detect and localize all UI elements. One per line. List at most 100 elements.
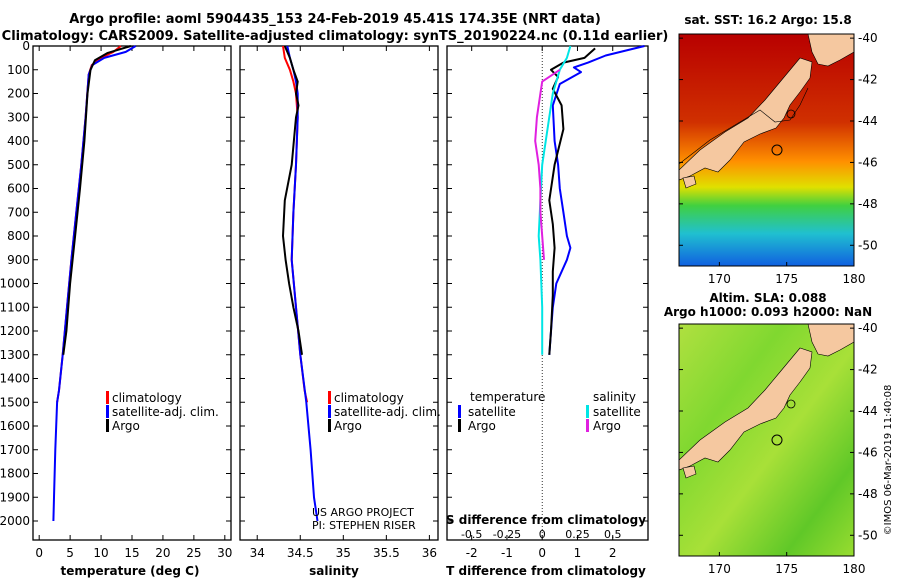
- s-tick-label: 0.5: [604, 528, 622, 541]
- s-tick-label: -0.25: [493, 528, 521, 541]
- y-tick-label: 1700: [0, 443, 30, 457]
- series-line-climatology: [56, 45, 122, 403]
- lon-tick-label: 175: [775, 272, 798, 286]
- legend-mark-argo: [106, 419, 109, 432]
- salinity-plot: 34 34.5 35 35.5 36: [240, 45, 438, 560]
- pi-credit: PI: STEPHEN RISER: [312, 519, 416, 532]
- legend-mark-s-satellite: [586, 405, 589, 418]
- series-line-t-argo: [548, 47, 596, 355]
- y-tick-label: 1200: [0, 324, 30, 338]
- stewart-island-land: [682, 175, 697, 189]
- y-tick-label: 800: [7, 229, 30, 243]
- x-tick-label: 2: [609, 546, 617, 560]
- x-tick-label: 25: [186, 546, 201, 560]
- argo-position-marker: [771, 434, 783, 446]
- s-tick-label: 0.25: [565, 528, 590, 541]
- sla-map-title-line1: Altim. SLA: 0.088: [709, 291, 826, 305]
- x-tick-label: 34.5: [287, 546, 314, 560]
- series-line-satellite-adj.-clim.: [52, 45, 137, 522]
- temperature-legend: climatology satellite-adj. clim. Argo: [106, 391, 219, 433]
- lon-tick-label: 180: [843, 562, 866, 576]
- legend-mark-argo: [328, 419, 331, 432]
- y-tick-label: 1500: [0, 395, 30, 409]
- legend-label-argo: Argo: [334, 419, 362, 433]
- legend-mark-s-argo: [586, 419, 589, 432]
- y-tick-label: 100: [7, 63, 30, 77]
- series-line-argo: [282, 45, 303, 355]
- project-credit: US ARGO PROJECT: [312, 506, 414, 519]
- figure-title-line2: Climatology: CARS2009. Satellite-adjuste…: [2, 29, 669, 44]
- legend-mark-satellite: [106, 405, 109, 418]
- x-tick-label: 0: [35, 546, 43, 560]
- north-island-land: [807, 324, 854, 357]
- salinity-x-label: salinity: [309, 564, 359, 578]
- north-island-land: [807, 34, 854, 67]
- series-line-argo: [62, 45, 132, 355]
- y-tick-label: 500: [7, 158, 30, 172]
- lon-tick-label: 175: [775, 562, 798, 576]
- legend-label-t-satellite: satellite: [468, 405, 516, 419]
- legend-label-t-argo: Argo: [468, 419, 496, 433]
- lat-tick-label: -40: [858, 31, 878, 45]
- legend-label-s-argo: Argo: [593, 419, 621, 433]
- temperature-panel: [32, 45, 232, 541]
- legend-mark-climatology: [106, 391, 109, 404]
- legend-mark-t-satellite: [458, 405, 461, 418]
- lon-tick-label: 170: [708, 272, 731, 286]
- difference-plot: -2 -1 0 1 2 -0.5 -0.25 0 0.25 0.5: [447, 45, 648, 560]
- y-tick-label: 1400: [0, 372, 30, 386]
- series-line-satellite-adj.-clim.: [286, 45, 319, 522]
- lat-tick-label: -50: [858, 238, 878, 252]
- legend-mark-satellite: [328, 405, 331, 418]
- y-tick-label: 1800: [0, 467, 30, 481]
- lon-tick-label: 170: [708, 562, 731, 576]
- sla-map-title-line2: Argo h1000: 0.093 h2000: NaN: [664, 305, 872, 319]
- y-tick-label: 300: [7, 110, 30, 124]
- legend-label-satellite: satellite-adj. clim.: [334, 405, 441, 419]
- y-tick-label: 1100: [0, 300, 30, 314]
- x-tick-label: 0: [538, 546, 546, 560]
- shelf-contour: [679, 87, 809, 165]
- s-difference-label: S difference from climatology: [446, 513, 646, 527]
- lat-tick-label: -42: [858, 73, 878, 87]
- legend-title-temperature: temperature: [470, 390, 545, 404]
- figure-title-line1: Argo profile: aoml 5904435_153 24-Feb-20…: [69, 12, 601, 27]
- temperature-plot: 0100200300400500600700800900100011001200…: [0, 39, 232, 560]
- legend-title-salinity: salinity: [593, 390, 636, 404]
- legend-label-s-satellite: satellite: [593, 405, 641, 419]
- x-tick-label: 10: [93, 546, 108, 560]
- y-tick-label: 700: [7, 205, 30, 219]
- x-tick-label: 5: [66, 546, 74, 560]
- sst-small-marker: [786, 109, 796, 119]
- x-tick-label: -2: [466, 546, 478, 560]
- y-tick-label: 600: [7, 182, 30, 196]
- y-tick-label: 900: [7, 253, 30, 267]
- south-island-land: [679, 57, 813, 181]
- y-tick-label: 2000: [0, 514, 30, 528]
- lat-tick-label: -46: [858, 155, 878, 169]
- temperature-x-label: temperature (deg C): [61, 564, 200, 578]
- x-tick-label: 15: [124, 546, 139, 560]
- s-tick-label: 0: [539, 528, 546, 541]
- sla-small-marker: [786, 399, 796, 409]
- lat-tick-label: -48: [858, 197, 878, 211]
- series-line-s-satellite: [537, 45, 572, 355]
- s-tick-label: -0.5: [461, 528, 482, 541]
- lat-tick-label: -44: [858, 404, 878, 418]
- salinity-legend: climatology satellite-adj. clim. Argo US…: [312, 391, 441, 532]
- lat-tick-label: -50: [858, 528, 878, 542]
- x-tick-label: 35: [336, 546, 351, 560]
- y-tick-label: 400: [7, 134, 30, 148]
- difference-legend: temperature satellite Argo salinity sate…: [446, 390, 646, 527]
- x-tick-label: 34: [250, 546, 265, 560]
- legend-label-satellite: satellite-adj. clim.: [112, 405, 219, 419]
- y-tick-label: 1600: [0, 419, 30, 433]
- x-tick-label: 36: [422, 546, 437, 560]
- argo-position-marker: [771, 144, 783, 156]
- sla-map-frame: [678, 323, 855, 557]
- x-tick-label: 1: [574, 546, 582, 560]
- sst-map-title: sat. SST: 16.2 Argo: 15.8: [684, 13, 851, 27]
- legend-mark-climatology: [328, 391, 331, 404]
- y-tick-label: 200: [7, 87, 30, 101]
- lat-tick-label: -42: [858, 363, 878, 377]
